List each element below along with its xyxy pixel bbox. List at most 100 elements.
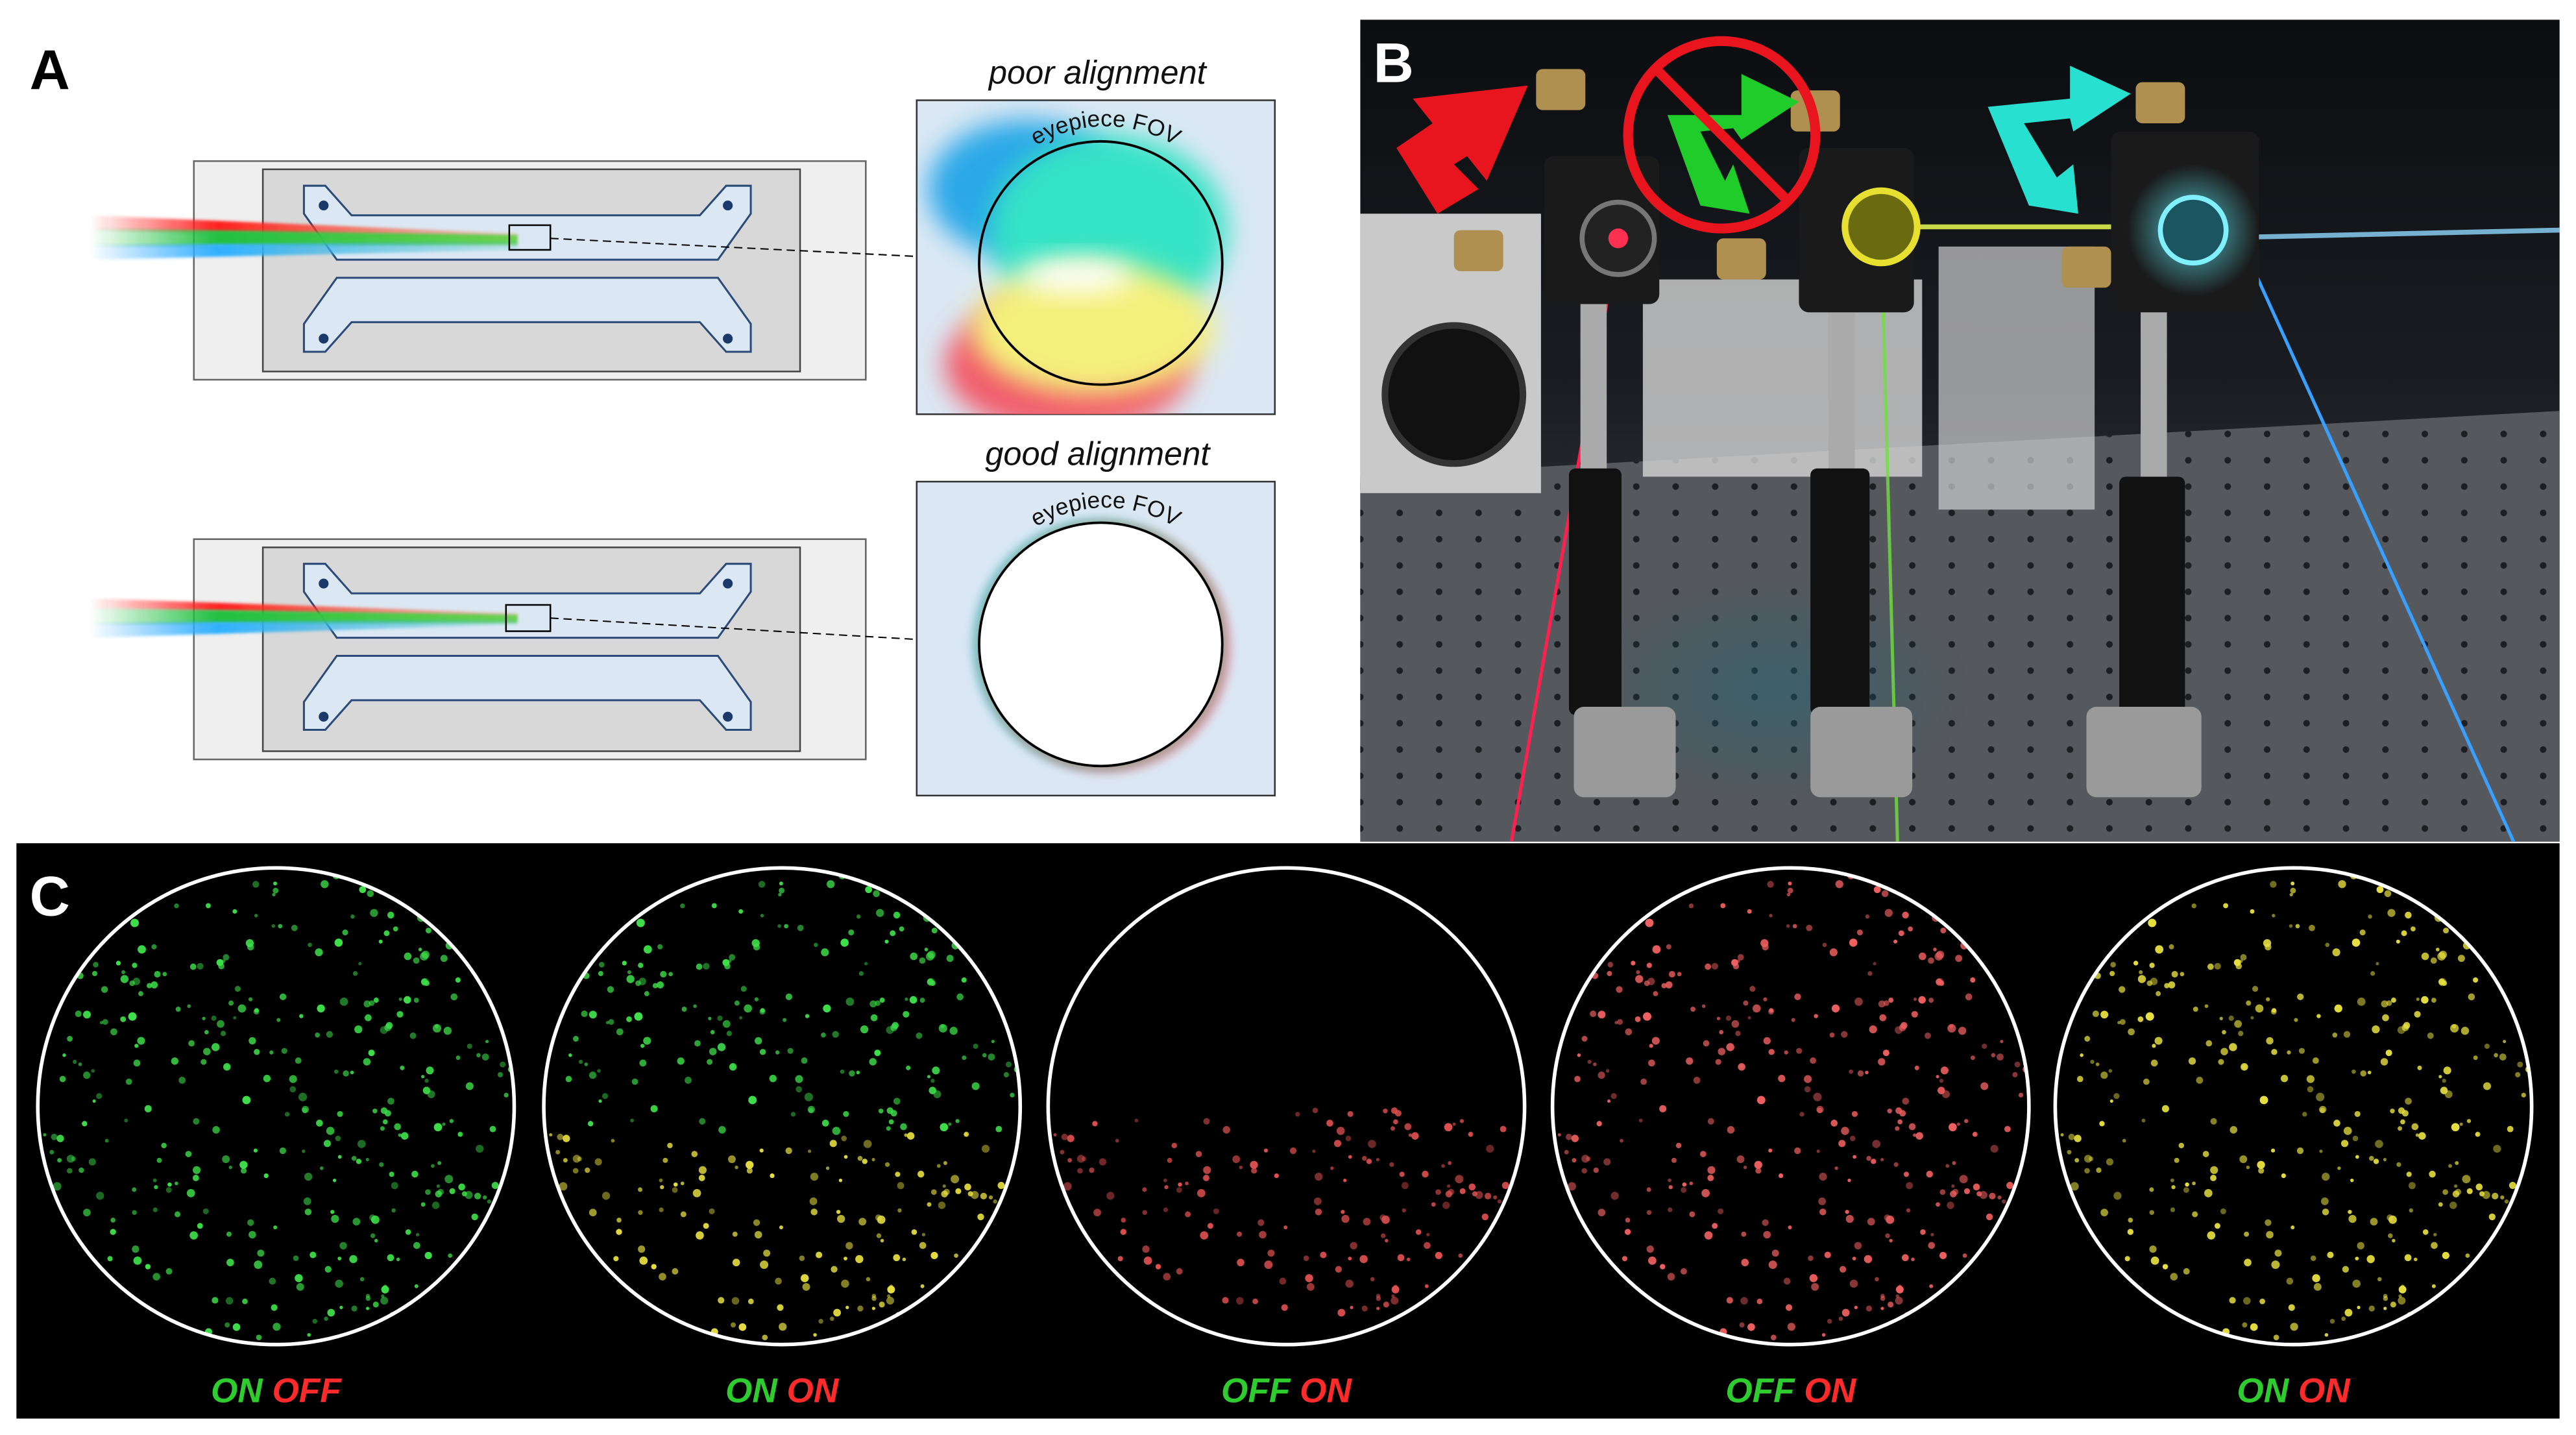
molecule (337, 1110, 343, 1117)
molecule (1590, 1010, 1597, 1018)
molecule (1089, 1167, 1095, 1173)
molecule (1867, 1218, 1875, 1226)
molecule (1155, 1264, 1161, 1269)
molecule (1885, 1233, 1890, 1238)
molecule (421, 1075, 425, 1079)
molecule (930, 1079, 935, 1083)
molecule (2404, 1254, 2412, 1262)
molecule (956, 993, 964, 1001)
molecule (121, 970, 126, 974)
molecule (1497, 1199, 1502, 1204)
molecule (680, 1211, 687, 1218)
molecule (1786, 924, 1790, 928)
molecule (316, 1120, 323, 1127)
molecule (829, 1140, 837, 1147)
molecule (2442, 1189, 2448, 1196)
molecule (239, 1160, 248, 1169)
molecule (2461, 1027, 2470, 1035)
molecule (350, 1070, 354, 1075)
molecule (273, 881, 278, 886)
posts (1568, 288, 2202, 798)
molecule (1333, 1140, 1342, 1147)
molecule (249, 1231, 256, 1239)
molecule (1880, 1306, 1884, 1310)
molecule (1906, 1208, 1911, 1213)
molecule (895, 1171, 901, 1177)
molecule (380, 1296, 389, 1305)
molecule (368, 1049, 375, 1057)
molecule (2396, 939, 2400, 944)
molecule (278, 924, 283, 929)
molecule (247, 1219, 254, 1226)
molecule (997, 1181, 1005, 1190)
molecule (589, 1011, 597, 1019)
molecule (2459, 1122, 2463, 1126)
molecule (57, 1158, 62, 1163)
molecule (1875, 1277, 1879, 1282)
molecule (343, 1070, 349, 1077)
molecule (954, 1253, 958, 1258)
molecule (2174, 1157, 2180, 1163)
molecule (825, 1166, 830, 1170)
molecule (245, 938, 254, 948)
molecule (1682, 1182, 1687, 1187)
molecule (1178, 1182, 1182, 1187)
molecule (840, 1069, 845, 1074)
molecule (132, 1245, 140, 1253)
laser-state: ON ON (2237, 1371, 2351, 1410)
molecule (2341, 1316, 2346, 1321)
molecule (1889, 1238, 1893, 1243)
molecule (1787, 1323, 1795, 1331)
molecule (426, 1066, 434, 1075)
molecule (1835, 880, 1843, 889)
molecule (1849, 1279, 1858, 1288)
molecule (1940, 927, 1947, 934)
molecule (1120, 1229, 1126, 1235)
molecule (563, 1135, 570, 1142)
molecule (175, 1006, 181, 1012)
molecule (1989, 1192, 1996, 1200)
molecule (1756, 1096, 1766, 1105)
molecule (2252, 986, 2259, 992)
molecule (909, 996, 917, 1004)
molecule (1819, 1172, 1827, 1181)
molecule (2108, 1069, 2113, 1073)
molecule (1283, 1225, 1288, 1230)
molecule (703, 963, 710, 970)
molecule (2375, 1140, 2383, 1148)
molecule (263, 1075, 271, 1083)
molecule (1760, 938, 1769, 948)
molecule (1754, 1160, 1762, 1169)
molecule (2422, 1229, 2429, 1235)
molecule (572, 1036, 579, 1042)
molecule (993, 1199, 997, 1204)
molecule (162, 972, 167, 977)
molecule (154, 1184, 158, 1190)
molecule (256, 1334, 262, 1341)
molecule (880, 1238, 884, 1243)
molecule (2207, 1231, 2216, 1240)
molecule (692, 1189, 701, 1197)
molecule (821, 1120, 829, 1127)
molecule (307, 1332, 311, 1337)
molecule (2350, 1179, 2354, 1183)
molecule (2348, 1214, 2357, 1223)
molecule (1849, 938, 1858, 947)
molecule (2229, 1297, 2236, 1304)
molecule (232, 909, 237, 914)
molecule (257, 1249, 265, 1257)
molecule (1376, 1306, 1380, 1310)
molecule (43, 1133, 47, 1137)
molecule (2517, 1061, 2523, 1068)
molecule (699, 1118, 706, 1125)
molecule (858, 971, 864, 976)
molecule (943, 1161, 947, 1166)
molecule (1963, 1188, 1971, 1194)
molecule (152, 1273, 160, 1281)
molecule (930, 1251, 938, 1260)
molecule (289, 1086, 297, 1093)
molecule (844, 1257, 847, 1261)
molecule (2266, 1231, 2274, 1239)
molecule (843, 1110, 849, 1117)
molecule (938, 1024, 947, 1033)
